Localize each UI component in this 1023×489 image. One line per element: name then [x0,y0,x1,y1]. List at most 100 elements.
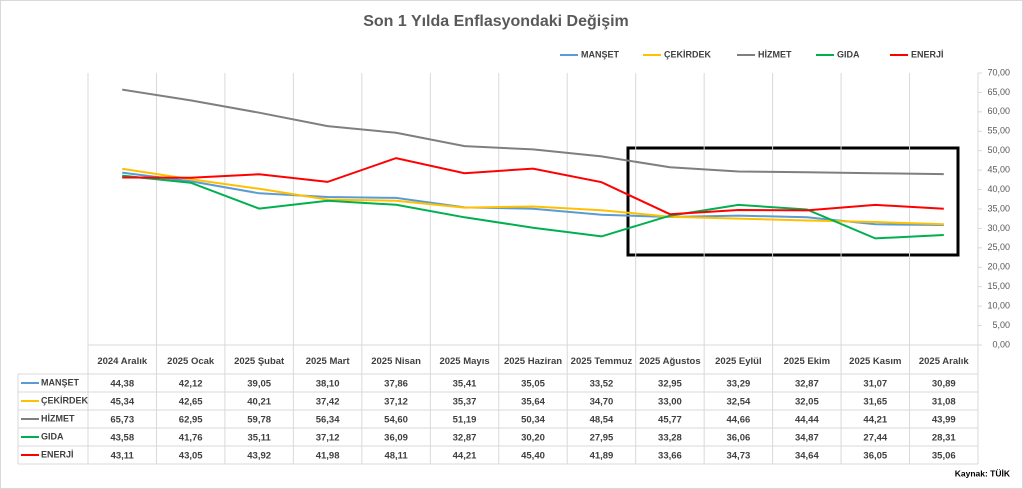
table-cell: 44,66 [726,415,750,426]
source-note: Kaynak: TÜİK [955,468,1011,478]
table-cell: 48,11 [384,451,408,462]
category-label: 2025 Şubat [234,356,285,367]
y-tick-label: 10,00 [987,301,1010,311]
table-cell: 51,19 [453,415,477,426]
table-series-name: ÇEKİRDEK [41,395,89,405]
table-series-name: GIDA [41,431,64,441]
category-label: 2025 Aralık [919,356,970,367]
table-cell: 45,34 [110,397,134,408]
table-cell: 32,54 [726,397,750,408]
table-cell: 59,78 [247,415,271,426]
table-cell: 33,66 [658,451,682,462]
table-cell: 41,89 [590,451,614,462]
category-label: 2025 Mayıs [439,356,489,367]
table-cell: 38,10 [316,379,340,390]
legend-label: ENERJİ [911,49,944,59]
table-cell: 43,99 [932,415,956,426]
table-cell: 44,21 [863,415,887,426]
y-tick-label: 0,00 [992,339,1010,349]
table-cell: 33,00 [658,397,682,408]
y-tick-label: 60,00 [987,106,1010,116]
table-cell: 32,87 [795,379,819,390]
table-cell: 40,21 [247,397,271,408]
category-label: 2025 Mart [306,356,351,367]
table-series-name: ENERJİ [41,449,74,459]
highlight-box [626,146,960,257]
table-cell: 35,41 [453,379,477,390]
legend-label: GIDA [837,49,860,59]
table-cell: 37,12 [384,397,408,408]
y-tick-label: 20,00 [987,262,1010,272]
table-cell: 37,12 [316,433,340,444]
table-cell: 31,07 [863,379,887,390]
table-cell: 33,52 [590,379,614,390]
y-tick-label: 30,00 [987,223,1010,233]
table-cell: 32,05 [795,397,819,408]
y-tick-label: 65,00 [987,87,1010,97]
category-label: 2025 Eylül [715,356,761,367]
table-cell: 44,44 [795,415,819,426]
category-label: 2025 Kasım [849,356,901,367]
table-series-name: MANŞET [41,377,80,387]
y-tick-label: 50,00 [987,145,1010,155]
table-cell: 50,34 [521,415,545,426]
y-tick-label: 45,00 [987,165,1010,175]
table-cell: 36,09 [384,433,408,444]
table-cell: 37,42 [316,397,340,408]
table-cell: 34,70 [590,397,614,408]
table-cell: 27,44 [863,433,887,444]
y-tick-label: 35,00 [987,203,1010,213]
table-cell: 31,08 [932,397,956,408]
table-cell: 36,05 [863,451,887,462]
table-cell: 35,06 [932,451,956,462]
category-label: 2025 Ocak [167,356,215,367]
table-cell: 30,89 [932,379,956,390]
legend-label: HİZMET [758,49,792,59]
table-cell: 41,76 [179,433,203,444]
table-cell: 43,05 [179,451,203,462]
table-cell: 65,73 [110,415,134,426]
table-cell: 44,38 [110,379,134,390]
table-cell: 34,64 [795,451,819,462]
table-cell: 48,54 [590,415,614,426]
y-tick-label: 70,00 [987,67,1010,77]
table-cell: 56,34 [316,415,340,426]
table-cell: 62,95 [179,415,203,426]
table-cell: 54,60 [384,415,408,426]
table-cell: 43,58 [110,433,134,444]
table-cell: 35,37 [453,397,477,408]
table-cell: 28,31 [932,433,956,444]
table-cell: 41,98 [316,451,340,462]
table-cell: 33,28 [658,433,682,444]
table-cell: 35,05 [521,379,545,390]
category-label: 2024 Aralık [97,356,148,367]
table-cell: 31,65 [863,397,887,408]
y-tick-label: 40,00 [987,184,1010,194]
table-cell: 32,95 [658,379,682,390]
table-cell: 43,11 [111,451,135,462]
y-tick-label: 55,00 [987,126,1010,136]
table-cell: 42,12 [179,379,203,390]
series-line [122,167,944,226]
series-line [122,88,944,176]
table-cell: 45,77 [658,415,682,426]
table-cell: 34,73 [726,451,750,462]
table-cell: 37,86 [384,379,408,390]
category-label: 2025 Temmuz [571,356,633,367]
table-cell: 30,20 [521,433,545,444]
table-cell: 27,95 [590,433,614,444]
table-cell: 32,87 [453,433,477,444]
y-tick-label: 15,00 [987,281,1010,291]
series-line [122,171,944,226]
category-label: 2025 Ağustos [639,356,700,367]
chart-title: Son 1 Yılda Enflasyondaki Değişim [363,13,629,30]
category-label: 2025 Ekim [784,356,830,367]
table-cell: 45,40 [521,451,545,462]
table-cell: 36,06 [726,433,750,444]
table-cell: 33,29 [726,379,750,390]
category-label: 2025 Nisan [371,356,421,367]
category-label: 2025 Haziran [504,356,562,367]
table-cell: 42,65 [179,397,203,408]
